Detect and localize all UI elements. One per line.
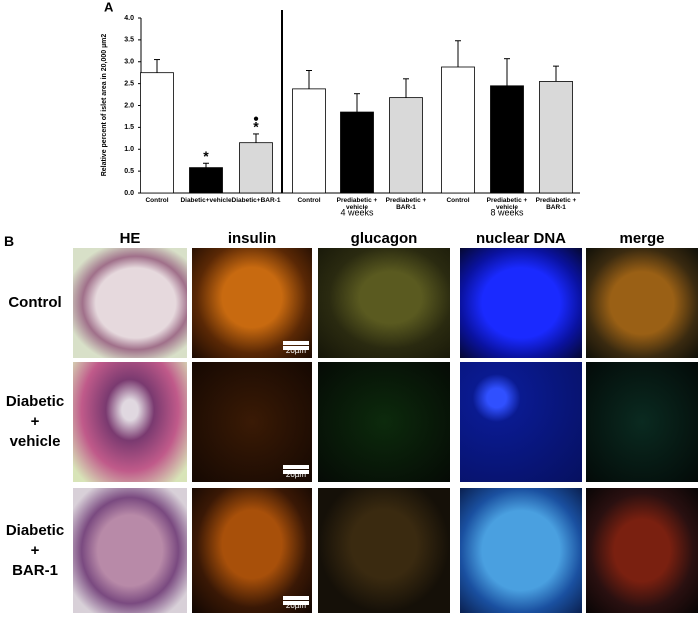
x-tick-label: Diabetic+vehicle <box>180 197 232 204</box>
micrograph <box>73 488 187 613</box>
scale-bar-line <box>283 465 309 469</box>
x-tick-label: Prediabetic + BAR-1 <box>385 197 427 211</box>
micrograph <box>586 362 698 482</box>
row-label-line: + <box>30 413 40 430</box>
scale-bar-label: 20µm <box>283 346 309 355</box>
x-tick-label: Prediabetic + vehicle <box>336 197 378 211</box>
micrograph <box>192 362 312 482</box>
micrograph <box>318 488 450 613</box>
row-label: Control <box>0 293 70 313</box>
x-tick-label: Control <box>446 197 470 204</box>
micrograph <box>318 248 450 358</box>
micrograph <box>586 488 698 613</box>
y-tick-label: 1.0 <box>124 146 134 153</box>
column-header: merge <box>619 230 665 247</box>
column-header: insulin <box>227 230 277 247</box>
bar <box>490 85 524 194</box>
y-axis-label: Relative percent of islet area in 20,000… <box>101 34 108 177</box>
bar <box>292 88 326 194</box>
row-label-line: Control <box>8 294 62 311</box>
scale-bar-line <box>283 596 309 600</box>
scale-bar-line <box>283 341 309 345</box>
bar <box>239 142 273 194</box>
panel-label: A <box>104 0 114 14</box>
bar <box>389 97 423 194</box>
y-tick-label: 1.5 <box>124 124 134 131</box>
scale-bar-label: 20µm <box>283 470 309 479</box>
x-tick-label: Diabetic+BAR-1 <box>231 197 281 204</box>
significance-marker: * <box>253 119 259 135</box>
x-tick-label: Prediabetic + BAR-1 <box>535 197 577 211</box>
micrograph <box>460 362 582 482</box>
scale-bar-label: 20µm <box>283 601 309 610</box>
row-label-line: Diabetic <box>5 521 65 539</box>
micrograph <box>73 248 187 358</box>
micrograph <box>73 362 187 482</box>
y-tick-label: 4.0 <box>124 15 134 22</box>
row-label: Diabetic + BAR-1 <box>0 521 70 581</box>
bar <box>539 81 573 194</box>
chart: A Relative percent of islet area in 20,0… <box>101 0 580 217</box>
y-tick-label: 2.5 <box>124 80 134 87</box>
bar <box>189 167 223 194</box>
y-tick-label: 0.0 <box>124 190 134 197</box>
x-tick-label: Control <box>297 197 321 204</box>
micrograph <box>586 248 698 358</box>
group-label: 8 weeks <box>490 207 524 217</box>
row-label-line: vehicle <box>9 433 61 450</box>
bar <box>441 66 475 194</box>
scale-bar: 20µm <box>283 596 309 610</box>
group-label: 4 weeks <box>340 207 374 217</box>
micrograph <box>192 248 312 358</box>
significance-marker: ● <box>253 114 259 125</box>
bar <box>140 72 174 194</box>
row-label-line: + <box>30 541 40 559</box>
y-tick-label: 0.5 <box>124 168 134 175</box>
y-tick-label: 3.0 <box>124 59 134 66</box>
y-tick-label: 2.0 <box>124 102 134 109</box>
x-tick-label: Prediabetic + vehicle <box>486 197 528 211</box>
row-label: Diabetic + vehicle <box>0 392 70 452</box>
y-tick-label: 3.5 <box>124 37 134 44</box>
micrograph <box>460 488 582 613</box>
scale-bar: 20µm <box>283 341 309 355</box>
x-tick-label: Control <box>145 197 169 204</box>
row-label-line: Diabetic <box>5 393 65 410</box>
row-label-line: BAR-1 <box>12 561 58 579</box>
micrograph <box>192 488 312 613</box>
column-header: glucagon <box>350 230 418 247</box>
bar <box>340 111 374 194</box>
micrograph <box>318 362 450 482</box>
column-header: nuclear DNA <box>475 230 567 247</box>
column-header: HE <box>119 230 141 247</box>
panel-label: B <box>4 233 15 249</box>
significance-marker: * <box>203 148 209 164</box>
micrograph <box>460 248 582 358</box>
scale-bar: 20µm <box>283 465 309 479</box>
